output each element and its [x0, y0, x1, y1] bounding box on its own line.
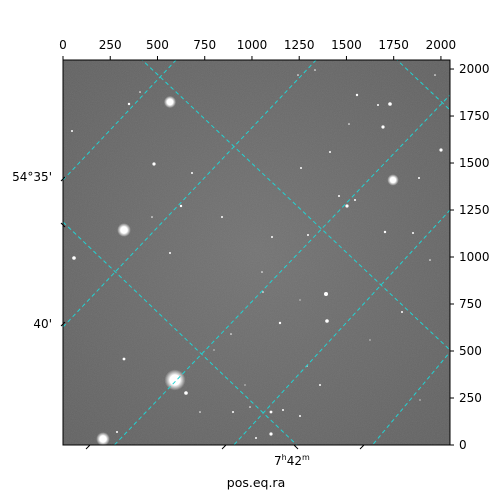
- star: [169, 374, 181, 386]
- star: [199, 411, 201, 413]
- top-tick-label: 1500: [331, 38, 362, 52]
- star: [72, 256, 76, 260]
- star: [388, 102, 392, 106]
- star: [307, 234, 309, 236]
- right-tick-label: 750: [459, 297, 482, 311]
- star: [401, 311, 403, 313]
- right-pixel-axis: 0 250 500 750 1000 1250 1500 1750 2000: [450, 62, 490, 452]
- right-tick-label: 2000: [459, 62, 490, 76]
- x-axis-label: pos.eq.ra: [227, 475, 285, 490]
- right-tick-label: 500: [459, 344, 482, 358]
- star: [179, 204, 183, 208]
- coordinate-grid-line: [233, 209, 450, 445]
- right-tick-label: 1750: [459, 109, 490, 123]
- star: [269, 410, 273, 414]
- star: [412, 232, 414, 234]
- star: [434, 74, 436, 76]
- coordinate-grid-line: [63, 60, 317, 328]
- star: [249, 406, 251, 408]
- dec-tick-label-2: 40': [33, 317, 52, 331]
- coordinate-grid-line: [113, 94, 450, 445]
- coordinate-grid-line: [371, 351, 450, 445]
- star: [338, 195, 340, 197]
- star: [419, 399, 421, 401]
- star: [355, 93, 359, 97]
- star: [139, 91, 141, 93]
- right-tick-label: 1500: [459, 156, 490, 170]
- star: [297, 74, 299, 76]
- star: [116, 431, 118, 433]
- star: [383, 230, 387, 234]
- star: [213, 349, 215, 351]
- star: [325, 319, 329, 323]
- star: [345, 204, 349, 208]
- right-tick-label: 250: [459, 391, 482, 405]
- star: [319, 384, 321, 386]
- star: [232, 411, 234, 413]
- star: [348, 123, 350, 125]
- star: [99, 435, 107, 443]
- star: [122, 357, 126, 361]
- top-pixel-axis: 0 250 500 750 1000 1250 1500 1750 2000: [59, 38, 456, 60]
- star: [381, 125, 385, 129]
- star: [354, 199, 356, 201]
- dec-tick-label-1: 54°35': [12, 170, 52, 184]
- stars-layer: [71, 69, 443, 445]
- star: [369, 339, 371, 341]
- right-tick-label: 1000: [459, 250, 490, 264]
- star: [166, 98, 174, 106]
- star: [261, 271, 263, 273]
- star: [300, 167, 302, 169]
- star: [269, 432, 273, 436]
- star: [152, 162, 156, 166]
- star: [439, 148, 443, 152]
- star: [282, 409, 284, 411]
- plot-frame: [62, 59, 451, 446]
- star: [324, 292, 328, 296]
- star: [255, 437, 257, 439]
- star: [169, 252, 171, 254]
- top-tick-label: 0: [59, 38, 67, 52]
- ra-axis: 7h42m pos.eq.ra: [85, 444, 365, 490]
- star: [262, 291, 264, 293]
- star: [244, 384, 246, 386]
- top-tick-label: 500: [146, 38, 169, 52]
- dec-axis: 54°35' 40': [12, 170, 66, 331]
- star: [191, 172, 193, 174]
- star: [314, 69, 316, 71]
- coordinate-grid-line: [63, 221, 298, 445]
- star-field-image: [63, 60, 450, 445]
- star: [230, 333, 232, 335]
- top-tick-label: 250: [99, 38, 122, 52]
- star: [271, 236, 273, 238]
- coordinate-grid-line: [141, 60, 450, 351]
- star: [299, 415, 301, 417]
- star: [377, 104, 379, 106]
- star: [120, 226, 128, 234]
- star: [184, 391, 188, 395]
- star: [278, 321, 282, 325]
- star: [329, 151, 331, 153]
- right-tick-label: 0: [459, 438, 467, 452]
- star: [151, 216, 153, 218]
- star: [299, 299, 301, 301]
- ra-tick-label: 7h42m: [274, 453, 310, 468]
- coordinate-grid: [63, 60, 450, 445]
- top-tick-label: 2000: [426, 38, 457, 52]
- star: [418, 177, 420, 179]
- star: [221, 216, 223, 218]
- top-tick-label: 750: [193, 38, 216, 52]
- right-tick-label: 1250: [459, 203, 490, 217]
- top-tick-label: 1250: [284, 38, 315, 52]
- coordinate-grid-line: [396, 60, 450, 111]
- star: [71, 130, 73, 132]
- star: [429, 259, 431, 261]
- top-tick-label: 1750: [378, 38, 409, 52]
- top-tick-label: 1000: [237, 38, 268, 52]
- star: [390, 177, 396, 183]
- star: [127, 102, 131, 106]
